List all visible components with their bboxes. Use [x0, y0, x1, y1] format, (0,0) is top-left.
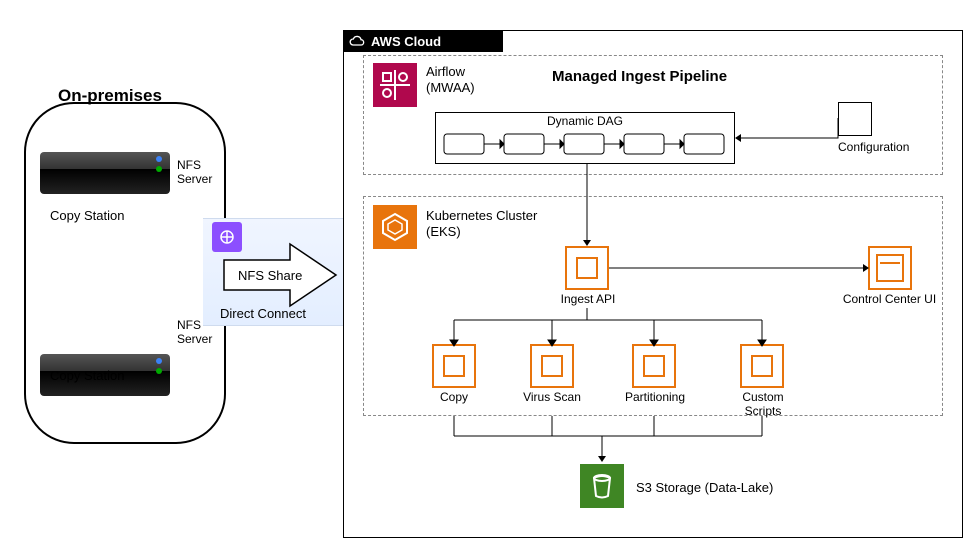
pipeline-title: Managed Ingest Pipeline — [552, 68, 727, 85]
direct-connect-label: Direct Connect — [220, 306, 306, 321]
dag-steps — [442, 130, 730, 160]
control-center-icon — [868, 246, 912, 290]
copy-service-icon — [432, 344, 476, 388]
aws-cloud-title: AWS Cloud — [371, 34, 441, 49]
airflow-title2: (MWAA) — [426, 80, 475, 95]
partitioning-service-icon — [632, 344, 676, 388]
airflow-icon — [373, 63, 417, 107]
nfs-server-1-icon — [40, 152, 170, 194]
nfs-share-label: NFS Share — [238, 268, 302, 283]
control-center-label: Control Center UI — [832, 292, 947, 306]
custom-service-label1: Custom — [724, 390, 802, 404]
ingest-api-icon — [565, 246, 609, 290]
ingest-api-label: Ingest API — [548, 292, 628, 306]
s3-icon — [580, 464, 624, 508]
eks-title2: (EKS) — [426, 224, 461, 239]
onprem-title: On-premises — [58, 86, 162, 106]
airflow-title1: Airflow — [426, 64, 465, 79]
s3-label: S3 Storage (Data-Lake) — [636, 480, 773, 495]
copy-station-1-label: Copy Station — [50, 208, 124, 223]
fanin-arrows — [430, 416, 790, 464]
aws-cloud-header: AWS Cloud — [343, 30, 503, 52]
fanout-arrows — [430, 308, 790, 348]
cloud-icon — [349, 33, 365, 49]
ingest-to-control-arrow — [609, 262, 869, 274]
eks-title1: Kubernetes Cluster — [426, 208, 537, 223]
nfs-server-1-label: NFS Server — [177, 158, 227, 186]
configuration-label: Configuration — [838, 140, 909, 154]
partitioning-service-label: Partitioning — [614, 390, 696, 404]
config-arrow — [735, 118, 840, 148]
copy-service-label: Copy — [418, 390, 490, 404]
custom-service-icon — [740, 344, 784, 388]
copy-station-2-label: Copy Station — [50, 368, 124, 383]
eks-icon — [373, 205, 417, 249]
virus-service-icon — [530, 344, 574, 388]
virus-service-label: Virus Scan — [512, 390, 592, 404]
configuration-box — [838, 102, 872, 136]
dynamic-dag-label: Dynamic DAG — [435, 114, 735, 128]
